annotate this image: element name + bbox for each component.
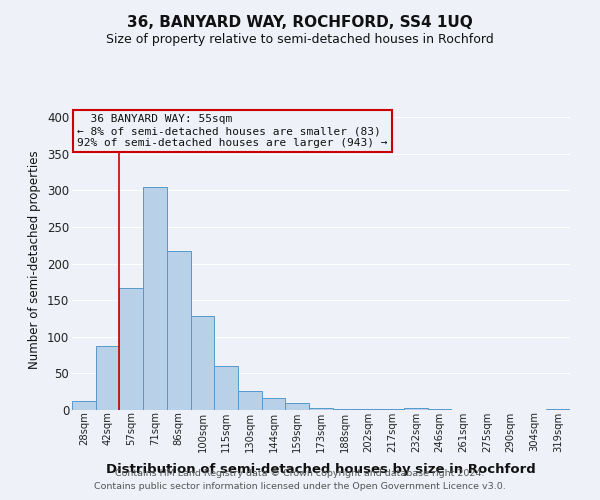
Bar [262, 398, 286, 410]
Text: 36, BANYARD WAY, ROCHFORD, SS4 1UQ: 36, BANYARD WAY, ROCHFORD, SS4 1UQ [127, 15, 473, 30]
Bar [191, 316, 214, 410]
Bar [309, 408, 333, 410]
Bar [167, 251, 191, 410]
Text: 36 BANYARD WAY: 55sqm
← 8% of semi-detached houses are smaller (83)
92% of semi-: 36 BANYARD WAY: 55sqm ← 8% of semi-detac… [77, 114, 388, 148]
Text: Contains public sector information licensed under the Open Government Licence v3: Contains public sector information licen… [94, 482, 506, 491]
Bar [119, 288, 143, 410]
X-axis label: Distribution of semi-detached houses by size in Rochford: Distribution of semi-detached houses by … [106, 463, 536, 476]
Text: Contains HM Land Registry data © Crown copyright and database right 2024.: Contains HM Land Registry data © Crown c… [115, 468, 485, 477]
Bar [404, 408, 428, 410]
Bar [238, 391, 262, 410]
Y-axis label: Number of semi-detached properties: Number of semi-detached properties [28, 150, 41, 370]
Text: Size of property relative to semi-detached houses in Rochford: Size of property relative to semi-detach… [106, 32, 494, 46]
Bar [143, 187, 167, 410]
Bar [214, 366, 238, 410]
Bar [72, 401, 96, 410]
Bar [96, 346, 119, 410]
Bar [546, 408, 570, 410]
Bar [286, 402, 309, 410]
